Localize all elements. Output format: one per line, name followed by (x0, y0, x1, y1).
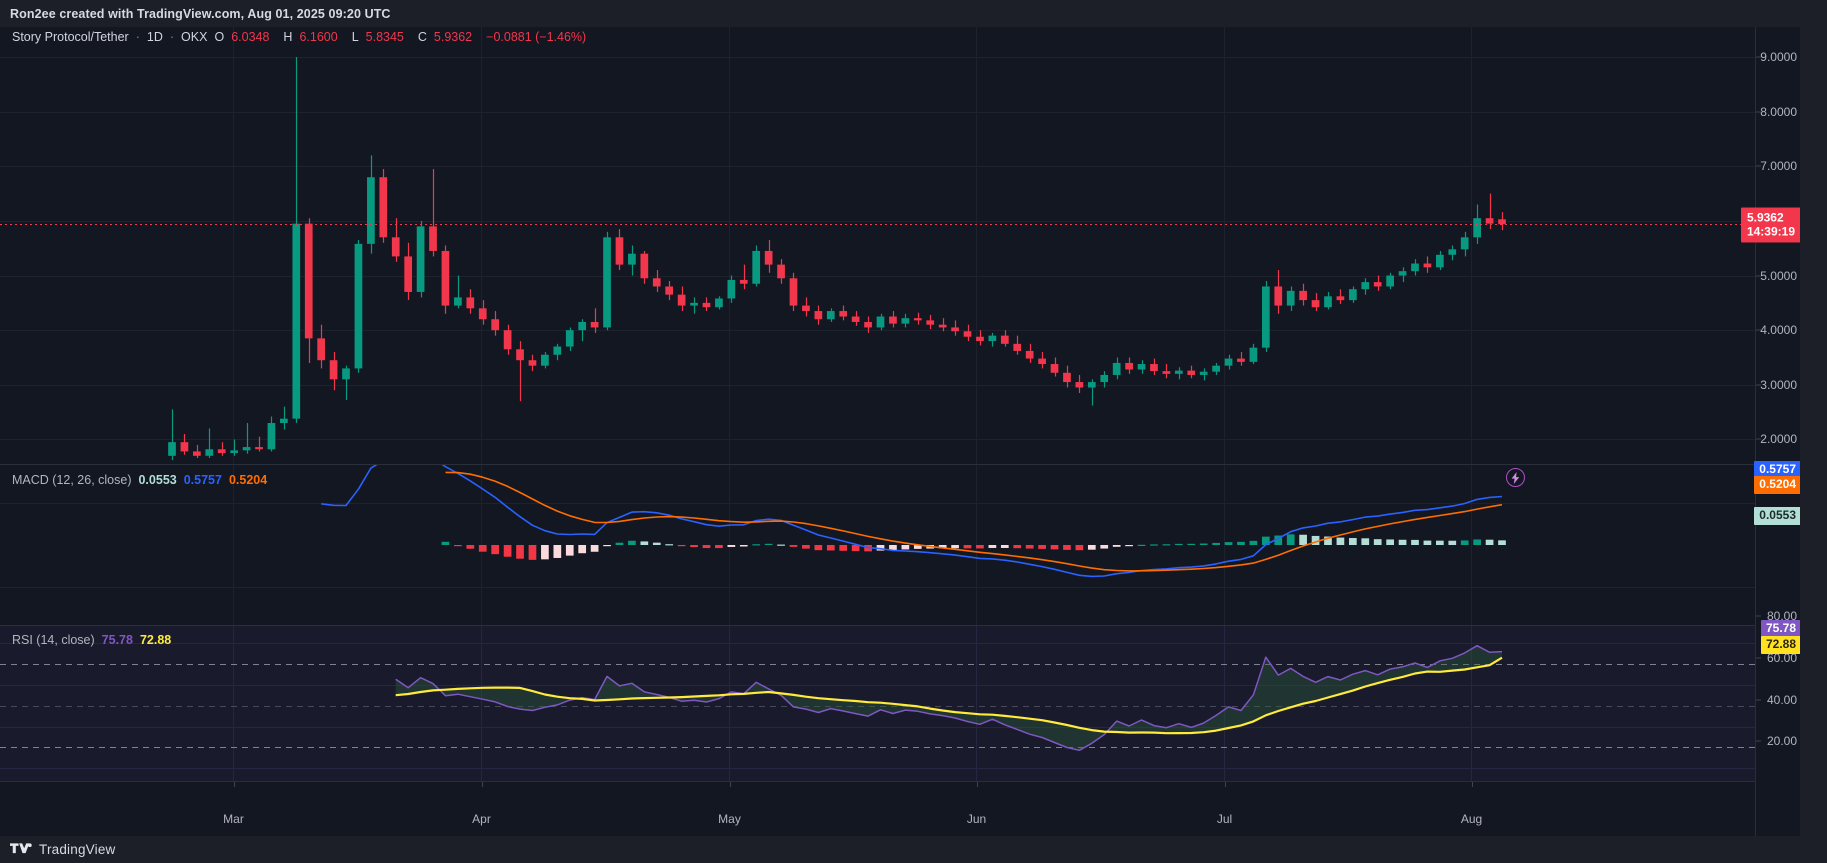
axis-tick-mark (1756, 699, 1761, 701)
macd-signal-badge[interactable]: 0.5204 (1754, 475, 1801, 494)
rsi-series (0, 626, 1755, 781)
axis-tick-mark (1756, 56, 1761, 58)
price-axis-tick: 9.0000 (1760, 50, 1797, 65)
tradingview-logo-icon (10, 843, 32, 856)
rsi-axis-tick: 80.00 (1766, 608, 1797, 623)
brand-name: TradingView (39, 842, 116, 857)
macd-series (0, 465, 1755, 625)
rsi-axis-tick: 60.00 (1766, 650, 1797, 665)
rsi-value-badge[interactable]: 75.78 (1760, 619, 1801, 638)
price-axis-tick: 7.0000 (1760, 159, 1797, 174)
time-axis-tick-mark (481, 782, 483, 787)
price-pane[interactable] (0, 27, 1755, 464)
price-axis-tick: 5.0000 (1760, 268, 1797, 283)
axis-tick-mark (1756, 657, 1761, 659)
price-axis-tick: 2.0000 (1760, 432, 1797, 447)
axis-tick-mark (1756, 384, 1761, 386)
time-axis-tick-mark (976, 782, 978, 787)
price-axis-tick: 8.0000 (1760, 104, 1797, 119)
axis-tick-mark (1756, 165, 1761, 167)
axis-tick-mark (1756, 329, 1761, 331)
rsi-ma-badge[interactable]: 72.88 (1760, 635, 1801, 654)
rsi-legend[interactable]: RSI (14, close) 75.78 72.88 (12, 633, 172, 647)
macd-line-badge[interactable]: 0.5757 (1754, 460, 1801, 479)
symbol-legend[interactable]: Story Protocol/Tether · 1D · OKX O 6.0348 H 6.16… (12, 30, 587, 44)
macd-pane[interactable] (0, 465, 1755, 625)
last-price-badge[interactable]: 5.9362 14:39:19 (1740, 207, 1801, 242)
pane-divider[interactable] (0, 464, 1755, 465)
macd-legend[interactable]: MACD (12, 26, close) 0.0553 0.5757 0.5204 (12, 473, 268, 487)
rsi-axis-tick: 40.00 (1766, 692, 1797, 707)
time-axis-label: Mar (223, 812, 244, 826)
brand-bar: TradingView (0, 836, 1827, 863)
axis-tick-mark (1756, 615, 1761, 617)
time-axis-label: Jul (1216, 812, 1233, 826)
time-axis-tick-mark (1471, 782, 1473, 787)
time-axis-label: May (718, 812, 741, 826)
price-axis-tick: 3.0000 (1760, 377, 1797, 392)
price-axis-tick: 4.0000 (1760, 323, 1797, 338)
rsi-axis-tick: 20.00 (1766, 734, 1797, 749)
rsi-pane[interactable] (0, 626, 1755, 781)
chart-frame[interactable]: Story Protocol/Tether · 1D · OKX O 6.0348 H 6.16… (0, 27, 1827, 836)
time-axis[interactable]: Mar Apr May Jun Jul Aug (0, 782, 1755, 836)
macd-hist-badge[interactable]: 0.0553 (1754, 506, 1801, 525)
time-axis-tick-mark (233, 782, 235, 787)
attribution-text: Ron2ee created with TradingView.com, Aug… (10, 6, 391, 21)
pane-divider (0, 781, 1755, 782)
candlestick-series (0, 27, 1755, 464)
lightning-bolt-icon[interactable] (1506, 468, 1525, 487)
axis-tick-mark (1756, 438, 1761, 440)
time-axis-tick-mark (729, 782, 731, 787)
time-axis-label: Aug (1460, 812, 1483, 826)
axis-tick-mark (1756, 275, 1761, 277)
axis-tick-mark (1756, 111, 1761, 113)
scale-outer-margin (1800, 0, 1827, 863)
time-axis-label: Jun (966, 812, 987, 826)
axis-tick-mark (1756, 740, 1761, 742)
time-axis-label: Apr (472, 812, 491, 826)
pane-divider[interactable] (0, 625, 1755, 626)
time-axis-tick-mark (1224, 782, 1226, 787)
attribution-bar: Ron2ee created with TradingView.com, Aug… (0, 0, 1827, 27)
